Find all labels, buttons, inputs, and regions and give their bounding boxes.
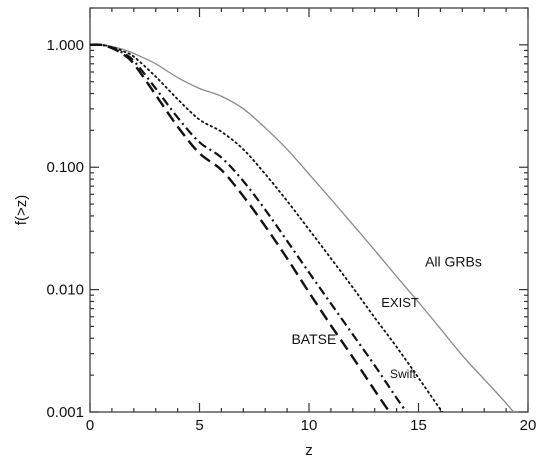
- x-tick-label: 15: [410, 417, 427, 434]
- x-tick-label: 0: [86, 417, 94, 434]
- series-line-exist: [90, 43, 444, 412]
- annotation-all-grbs: All GRBs: [425, 253, 482, 269]
- axis-ticks: [89, 7, 529, 413]
- series-line-batse: [90, 43, 391, 412]
- x-tick-label: 10: [301, 417, 318, 434]
- annotation-swift: Swift: [390, 367, 417, 381]
- x-axis-title: z: [305, 442, 313, 459]
- x-tick-label: 5: [195, 417, 203, 434]
- axis-tick-labels: 0 5 10 15 20 0.001 0.010 0.100 1.000: [46, 37, 536, 434]
- y-tick-label: 0.100: [46, 159, 84, 176]
- y-axis-title: f(>z): [13, 195, 30, 225]
- plot-area-frame: [89, 7, 529, 413]
- series-line-all-grbs: [90, 44, 515, 412]
- series-lines: [90, 43, 515, 412]
- y-tick-label: 1.000: [46, 37, 84, 54]
- annotation-batse: BATSE: [291, 331, 336, 347]
- x-tick-label: 20: [520, 417, 537, 434]
- series-line-swift: [90, 43, 408, 412]
- series-annotations: All GRBs EXIST BATSE Swift: [291, 253, 481, 381]
- y-tick-label: 0.010: [46, 282, 84, 299]
- y-tick-label: 0.001: [46, 404, 84, 421]
- annotation-exist: EXIST: [381, 295, 419, 310]
